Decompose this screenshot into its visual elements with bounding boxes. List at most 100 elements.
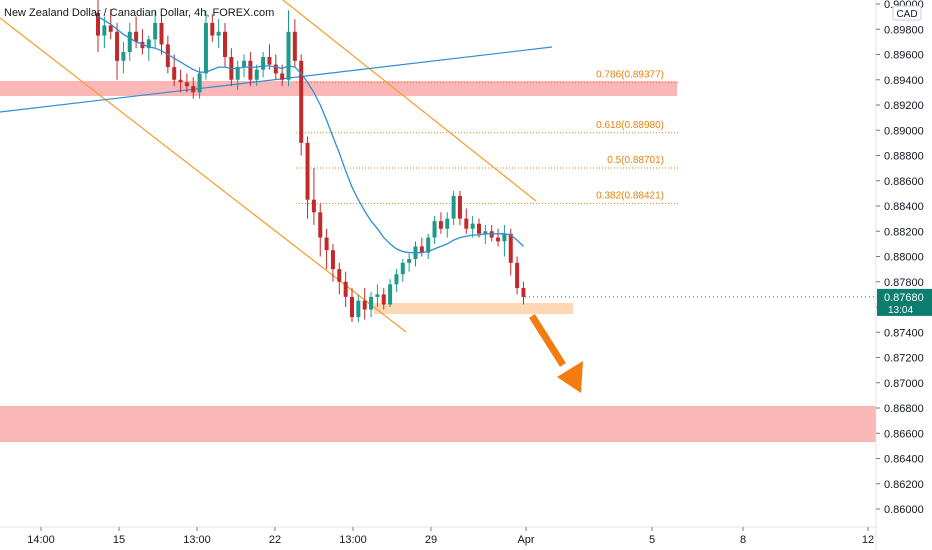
candle-body [451,195,456,219]
time-tick-label: 13:00 [183,534,211,546]
candle-body [127,31,132,52]
candle-body [318,212,323,238]
candle-body [267,57,272,65]
candle-body [394,274,399,285]
candle-body [254,69,259,80]
candle-body [159,22,164,45]
candle-body [521,288,526,297]
candle-body [515,262,520,289]
candle-body [343,281,348,297]
price-tick-label: 0.88800 [884,151,924,163]
candle-body [470,223,475,229]
time-tick-label: 22 [269,534,281,546]
candle-body [438,221,443,229]
price-tick-label: 0.87000 [884,378,924,390]
price-tick-label: 0.89200 [884,100,924,112]
candles-layer [96,0,526,323]
candle-body [388,284,393,305]
candle-body [375,294,380,297]
drawings-layer: 0.786(0.89377) 0.618(0.88980) 0.5(0.88701)… [0,0,678,333]
price-tick-label: 0.87800 [884,277,924,289]
candle-body [483,231,488,234]
candle-body [400,262,405,275]
candle-body [184,82,189,87]
candle-body [121,51,126,61]
time-axis[interactable]: 14:00 15 13:00 22 13:00 29 Apr 5 8 12 [27,527,874,546]
candle-body [261,57,266,70]
fib-level-label: 0.786(0.89377) [596,70,664,81]
projection-arrow-head [557,361,583,393]
currency-label: CAD [896,9,917,20]
price-tick-label: 0.89800 [884,24,924,36]
candle-body [330,250,335,270]
current-price-countdown: 13:04 [888,305,913,316]
candle-body [324,237,329,251]
candle-body [426,237,431,253]
candle-body [146,39,151,49]
price-tick-label: 0.88400 [884,201,924,213]
candle-body [172,67,177,80]
candle-body [445,218,450,229]
price-tick-label: 0.88200 [884,226,924,238]
price-tick-label: 0.86200 [884,479,924,491]
candle-body [115,31,120,61]
candle-body [197,73,202,93]
candle-body [134,31,139,42]
candle-body [235,67,240,80]
candle-body [248,60,253,80]
price-tick-label: 0.86600 [884,428,924,440]
price-tick-label: 0.86800 [884,403,924,415]
candle-body [191,86,196,93]
candle-body [210,22,215,36]
support-zone [0,406,876,442]
candle-body [337,269,342,282]
price-tick-label: 0.88000 [884,252,924,264]
candle-body [292,31,297,61]
fib-level-label: 0.618(0.88980) [596,120,664,131]
current-price-badge[interactable] [877,288,932,316]
resistance-zone [0,81,677,96]
currency-badge[interactable] [892,5,922,21]
candle-body [508,233,513,263]
price-tick-label: 0.89000 [884,125,924,137]
candle-body [273,64,278,74]
candle-body [165,44,170,68]
candle-body [356,300,361,318]
price-tick-label: 0.89400 [884,75,924,87]
candle-body [203,22,208,74]
candle-body [496,237,501,242]
price-tick-label: 0.86000 [884,504,924,516]
projection-arrow-shaft [529,314,566,367]
moving-average-line [97,16,524,254]
candle-body [381,294,386,305]
price-tick-label: 0.88600 [884,176,924,188]
candle-body [350,296,354,318]
candle-body [369,296,374,310]
zones-layer [0,81,876,442]
candle-body [280,73,285,80]
time-tick-label: 29 [425,534,437,546]
candle-body [178,79,183,83]
current-price-value: 0.87680 [884,292,924,304]
candle-body [464,218,469,229]
candle-body [419,246,424,253]
candle-body [311,199,316,213]
candle-body [286,31,291,80]
price-axis[interactable]: 0.900000.898000.896000.894000.892000.890… [876,0,924,516]
candle-body [457,195,462,219]
overlay-layer [97,16,876,393]
time-tick-label: 13:00 [339,534,367,546]
fib-level-label: 0.5(0.88701) [607,155,664,166]
fib-level-label: 0.382(0.88421) [596,190,664,201]
candle-body [216,31,221,36]
candle-body [477,223,481,234]
candle-body [96,12,100,36]
candle-body [102,25,107,36]
time-tick-label: Apr [517,534,534,546]
candle-body [432,221,437,238]
chart-title: New Zealand Dollar / Canadian Dollar, 4h… [4,7,274,19]
time-tick-label: 14:00 [27,534,55,546]
candle-body [502,233,507,242]
price-tick-label: 0.86400 [884,454,924,466]
